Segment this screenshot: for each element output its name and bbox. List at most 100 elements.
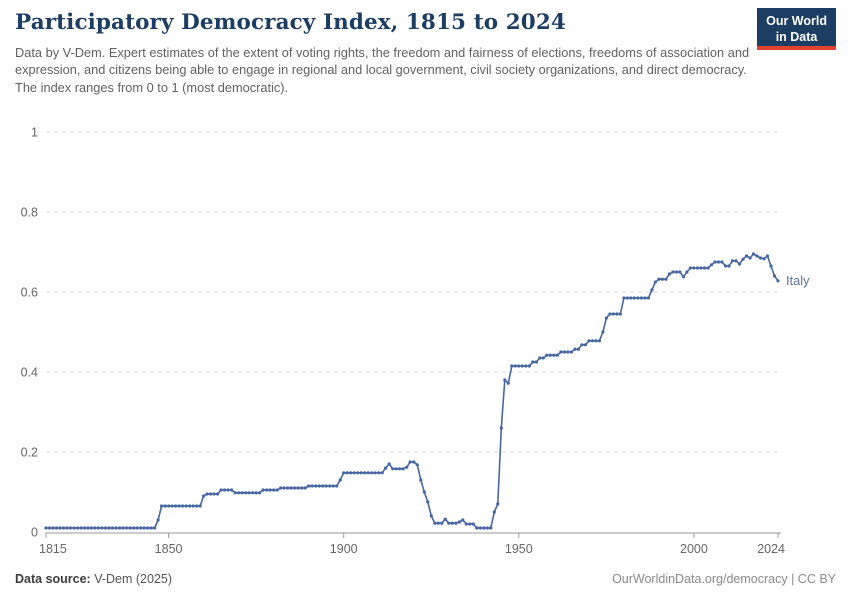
- data-point: [387, 462, 391, 466]
- data-point: [72, 526, 76, 530]
- data-point: [125, 526, 129, 530]
- data-point: [170, 504, 174, 508]
- data-point: [545, 353, 549, 357]
- data-point: [352, 471, 356, 475]
- data-point: [720, 260, 724, 264]
- data-point: [699, 266, 703, 270]
- data-point: [142, 526, 146, 530]
- data-point: [748, 256, 752, 260]
- data-point: [174, 504, 178, 508]
- x-axis-tick-label: 1950: [505, 542, 533, 556]
- data-point: [258, 491, 262, 495]
- data-point: [307, 484, 311, 488]
- data-point: [100, 526, 104, 530]
- data-point: [65, 526, 69, 530]
- data-point: [107, 526, 111, 530]
- data-point: [317, 484, 321, 488]
- data-point: [573, 347, 577, 351]
- x-axis-tick-label: 2000: [680, 542, 708, 556]
- data-point: [345, 471, 349, 475]
- data-point: [61, 526, 66, 530]
- data-point: [132, 526, 136, 530]
- data-point: [772, 274, 777, 278]
- data-point: [706, 266, 710, 270]
- data-point: [114, 526, 118, 530]
- owid-logo-line1: Our World: [766, 14, 827, 28]
- data-point: [734, 259, 738, 263]
- data-point: [314, 484, 318, 488]
- x-axis-tick-label: 1850: [155, 542, 183, 556]
- data-point: [590, 339, 595, 343]
- y-axis-tick-label: 0.2: [21, 446, 38, 460]
- data-point: [373, 471, 377, 475]
- series-line-italy[interactable]: [46, 253, 779, 529]
- data-source-label: Data source:: [15, 572, 91, 586]
- data-point: [758, 256, 763, 260]
- data-point: [209, 492, 213, 496]
- data-point: [727, 264, 731, 268]
- data-point: [226, 488, 230, 492]
- data-point: [212, 492, 216, 496]
- owid-logo[interactable]: Our World in Data: [757, 8, 836, 51]
- data-point: [54, 526, 59, 530]
- data-point: [660, 277, 665, 281]
- data-point: [289, 486, 293, 490]
- x-axis-tick-label: 1900: [330, 542, 358, 556]
- data-point: [412, 460, 416, 464]
- data-point: [135, 526, 139, 530]
- data-point: [765, 254, 770, 258]
- data-point: [713, 260, 717, 264]
- data-point: [156, 518, 160, 522]
- data-point: [79, 526, 83, 530]
- series-entity-label-italy[interactable]: Italy: [786, 273, 810, 288]
- y-axis-tick-label: 0.4: [21, 366, 38, 380]
- y-axis-tick-label: 0.8: [21, 206, 38, 220]
- data-point: [286, 486, 290, 490]
- data-point: [615, 312, 619, 316]
- data-point: [426, 500, 430, 504]
- data-point: [681, 275, 686, 279]
- data-point: [237, 491, 241, 495]
- data-point: [440, 521, 444, 525]
- data-point: [517, 364, 521, 368]
- data-point: [457, 520, 461, 524]
- data-point: [110, 526, 115, 530]
- data-point: [401, 467, 405, 471]
- data-point: [429, 514, 433, 518]
- data-point: [349, 471, 353, 475]
- data-point: [625, 296, 630, 300]
- data-point: [468, 522, 472, 526]
- data-point: [223, 488, 227, 492]
- data-point: [391, 467, 395, 471]
- data-point: [265, 488, 269, 492]
- data-point: [608, 312, 612, 316]
- data-point: [580, 343, 584, 347]
- data-point: [370, 471, 374, 475]
- data-point: [489, 526, 493, 530]
- data-point: [384, 466, 388, 470]
- data-point: [254, 491, 258, 495]
- data-point: [167, 504, 171, 508]
- data-point: [118, 526, 122, 530]
- data-point: [96, 526, 101, 530]
- data-point: [436, 521, 440, 525]
- data-source-note: Data source: V-Dem (2025): [15, 572, 172, 586]
- chart-header: Participatory Democracy Index, 1815 to 2…: [15, 10, 755, 97]
- data-point: [709, 263, 714, 267]
- data-point: [342, 471, 346, 475]
- data-point: [128, 526, 132, 530]
- data-point: [356, 471, 360, 475]
- data-point: [562, 350, 567, 354]
- data-point: [653, 280, 658, 284]
- data-point: [89, 526, 94, 530]
- data-point: [492, 510, 496, 514]
- attribution-link[interactable]: OurWorldinData.org/democracy | CC BY: [612, 572, 836, 586]
- data-point: [398, 467, 402, 471]
- data-point: [216, 492, 220, 496]
- data-point: [163, 504, 167, 508]
- data-point: [587, 339, 591, 343]
- data-point: [531, 360, 535, 364]
- data-point: [541, 356, 545, 360]
- data-point: [149, 526, 153, 530]
